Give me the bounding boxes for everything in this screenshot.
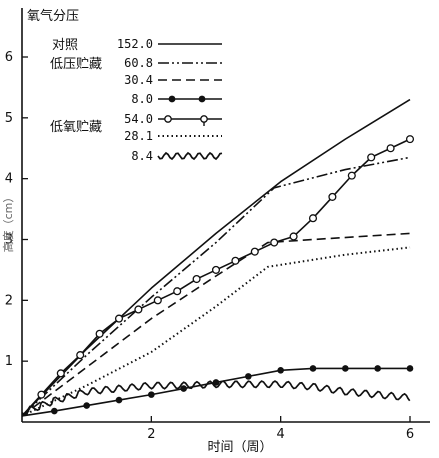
legend-value-6: 8.4 [131, 149, 153, 163]
legend-value-1: 60.8 [124, 56, 153, 70]
series-54.0-point-3 [76, 351, 85, 360]
series-54.0 [21, 135, 415, 417]
series-8.0-point-7 [245, 373, 252, 380]
series-layer [21, 98, 415, 417]
series-54.0-point-15 [308, 214, 318, 223]
series-8.0-point-3 [115, 396, 123, 404]
series-54.0-point-20 [405, 135, 415, 144]
series-line-8.0 [21, 367, 410, 417]
series-8.0-point-4 [148, 391, 155, 398]
series-8.0-point-12 [406, 365, 414, 372]
series-54.0-point-9 [192, 274, 201, 284]
series-8.0-point-9 [309, 365, 317, 372]
series-54.0-point-16 [328, 192, 337, 201]
y-tick-label-2: 2 [5, 293, 13, 308]
series-line-8.4 [21, 380, 411, 416]
series-line-30.4 [21, 232, 411, 417]
series-54.0-point-7 [153, 296, 162, 305]
series-54.0-point-11 [231, 256, 240, 265]
series-60.8 [21, 156, 411, 417]
series-8.0-point-11 [374, 365, 381, 372]
series-54.0-point-19 [386, 144, 395, 153]
legend-marker-3-0 [168, 95, 176, 103]
series-54.0-point-2 [56, 369, 65, 378]
series-8.4 [21, 380, 411, 416]
series-8.0-point-1 [51, 407, 58, 415]
legend-group-low-oxygen: 低氧贮藏 [50, 120, 102, 135]
legend-value-0: 152.0 [117, 37, 153, 51]
legend-marker-4-1 [200, 115, 208, 123]
series-30.4 [21, 232, 411, 417]
series-8.0-point-2 [83, 402, 90, 409]
legend-value-2: 30.4 [124, 73, 153, 87]
series-8.0 [21, 365, 414, 417]
y-tick-label-3: 3 [5, 233, 13, 248]
series-54.0-point-18 [367, 153, 376, 162]
legend: 氧气分压 对照 低压贮藏 低氧贮藏 152.0 60.8 30.4 8.0 54.0 28… [27, 8, 223, 163]
series-8.0-point-5 [180, 385, 187, 392]
legend-marker-3-1 [198, 95, 206, 103]
x-axis-title: 时间（周） [207, 440, 272, 455]
series-line-60.8 [21, 156, 411, 417]
series-54.0-point-13 [270, 238, 279, 247]
ticks: 2 4 6 1 2 3 4 5 6 高度（cm） [1, 50, 414, 442]
legend-group-control: 对照 [52, 38, 78, 53]
series-54.0-point-10 [211, 265, 221, 274]
legend-value-4: 54.0 [124, 112, 153, 126]
series-54.0-point-1 [37, 390, 46, 399]
series-54.0-point-8 [173, 287, 182, 296]
axes [21, 8, 430, 423]
series-54.0-point-12 [250, 247, 259, 256]
legend-value-5: 28.1 [124, 129, 153, 143]
series-54.0-point-5 [114, 314, 124, 323]
legend-value-3: 8.0 [131, 92, 153, 106]
series-line-54.0 [21, 138, 411, 417]
series-54.0-point-6 [134, 305, 143, 314]
x-tick-label-6: 6 [406, 427, 414, 442]
y-tick-label-4: 4 [5, 172, 13, 187]
legend-marker-4-0 [164, 115, 172, 123]
y-axis-title: 高度（cm） [1, 192, 15, 253]
series-8.0-point-10 [342, 365, 349, 372]
series-8.0-point-6 [212, 379, 220, 386]
series-54.0-point-17 [347, 171, 356, 180]
y-tick-label-5: 5 [5, 111, 13, 126]
y-tick-label-6: 6 [5, 50, 13, 65]
series-8.0-point-8 [277, 366, 284, 374]
legend-title: 氧气分压 [27, 8, 79, 24]
x-tick-label-2: 2 [147, 427, 155, 442]
x-tick-label-4: 4 [277, 427, 285, 442]
legend-sample-6 [157, 151, 223, 161]
series-54.0-point-14 [289, 232, 298, 241]
series-54.0-point-4 [95, 329, 104, 338]
legend-group-low-pressure: 低压贮藏 [50, 57, 102, 72]
y-tick-label-1: 1 [5, 354, 13, 369]
